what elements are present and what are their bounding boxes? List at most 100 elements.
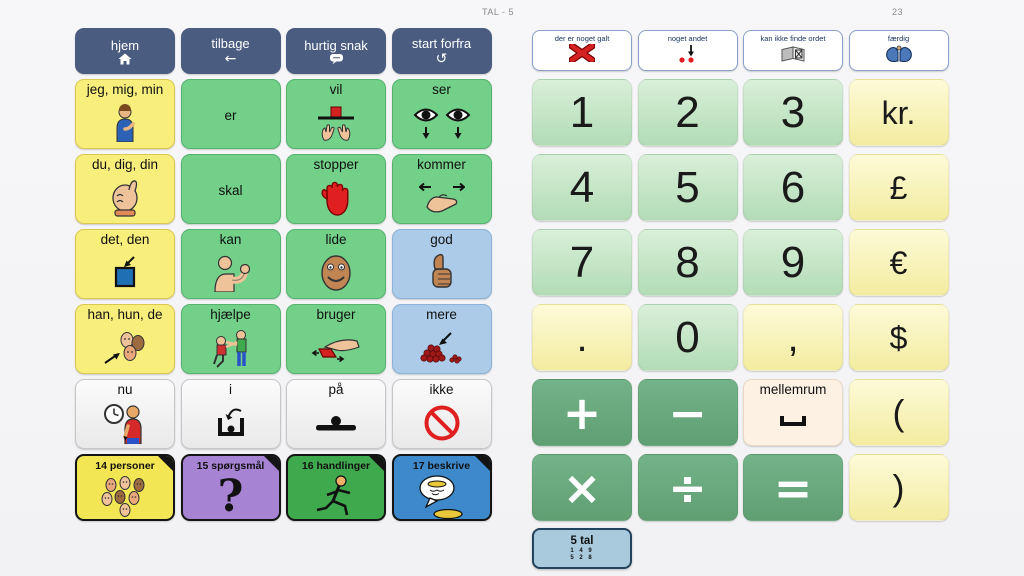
word-label: god [430, 232, 453, 247]
key-label: ) [892, 466, 905, 508]
key-label: 8 [675, 237, 700, 287]
word-label: det, den [100, 232, 150, 247]
noget-galt-button[interactable]: der er noget galt [532, 30, 632, 71]
square-arrow-icon [76, 247, 174, 298]
key-multiply[interactable]: × [532, 454, 632, 521]
word-stopper[interactable]: stopper [286, 154, 386, 224]
word-han-hun-de[interactable]: han, hun, de [75, 304, 175, 374]
quick-label: der er noget galt [554, 34, 610, 43]
finde-ordet-button[interactable]: kan ikke finde ordet [743, 30, 843, 71]
key-8[interactable]: 8 [637, 229, 738, 296]
key-5[interactable]: 5 [637, 154, 738, 221]
speech-bubble-icon [329, 53, 344, 65]
key-label: . [576, 315, 588, 360]
key-dollar[interactable]: $ [848, 304, 949, 371]
back-arrow-icon: ← [224, 50, 237, 67]
word-skal[interactable]: skal [180, 154, 281, 224]
equals-icon: = [773, 460, 813, 515]
key-7[interactable]: 7 [532, 229, 632, 296]
dots-arrow-icon [676, 44, 700, 64]
hurtig-snak-label: hurtig snak [304, 37, 368, 53]
key-label: 0 [675, 312, 700, 362]
key-4[interactable]: 4 [532, 154, 632, 221]
word-det-den[interactable]: det, den [75, 229, 175, 299]
folder-personer[interactable]: 14 personer [75, 454, 175, 521]
word-ikke[interactable]: ikke [391, 379, 492, 449]
five-tal-label: 5 tal [570, 535, 594, 547]
word-du-dig-din[interactable]: du, dig, din [75, 154, 175, 224]
key-paren-open[interactable]: ( [848, 379, 949, 446]
key-plus[interactable]: + [532, 379, 632, 446]
word-ser[interactable]: ser [391, 79, 492, 149]
helping-people-icon [182, 322, 280, 373]
word-label: på [328, 382, 344, 397]
number-pad: der er noget galt noget andet kan ikke f… [532, 30, 949, 521]
key-euro[interactable]: € [848, 229, 949, 296]
word-er[interactable]: er [180, 79, 281, 149]
word-vil[interactable]: vil [286, 79, 386, 149]
communication-grid: hjem tilbage ← hurtig snak start forfra … [75, 28, 492, 521]
key-3[interactable]: 3 [743, 79, 843, 146]
plus-icon: + [562, 385, 602, 440]
word-bruger[interactable]: bruger [286, 304, 386, 374]
folder-label: 17 beskrive [412, 460, 471, 472]
key-label: mellemrum [759, 382, 827, 397]
eyes-icon [393, 97, 491, 148]
word-hjaelpe[interactable]: hjælpe [180, 304, 281, 374]
running-figure-icon [288, 474, 384, 519]
noget-andet-button[interactable]: noget andet [637, 30, 738, 71]
folder-spoergsmaal[interactable]: 15 spørgsmål ? [180, 454, 281, 521]
key-decimal[interactable]: . [532, 304, 632, 371]
key-equals[interactable]: = [743, 454, 843, 521]
hurtig-snak-button[interactable]: hurtig snak [286, 28, 386, 74]
key-0[interactable]: 0 [637, 304, 738, 371]
tilbage-button[interactable]: tilbage ← [180, 28, 281, 74]
key-mellemrum[interactable]: mellemrum [743, 379, 843, 446]
quick-label: færdig [887, 34, 910, 43]
key-kroner[interactable]: kr. [848, 79, 949, 146]
word-paa[interactable]: på [286, 379, 386, 449]
word-label: ikke [429, 382, 454, 397]
stop-hand-icon [287, 172, 385, 223]
quick-label: noget andet [667, 34, 708, 43]
key-6[interactable]: 6 [743, 154, 843, 221]
word-label: hjælpe [210, 307, 251, 322]
key-9[interactable]: 9 [743, 229, 843, 296]
start-forfra-button[interactable]: start forfra ↺ [391, 28, 492, 74]
key-comma[interactable]: , [743, 304, 843, 371]
faerdig-button[interactable]: færdig [848, 30, 949, 71]
word-kommer[interactable]: kommer [391, 154, 492, 224]
key-1[interactable]: 1 [532, 79, 632, 146]
word-i[interactable]: i [180, 379, 281, 449]
key-label: , [787, 315, 799, 360]
key-label: 5 [675, 162, 700, 212]
folder-handlinger[interactable]: 16 handlinger [286, 454, 386, 521]
word-jeg-mig-min[interactable]: jeg, mig, min [75, 79, 175, 149]
five-tal-button[interactable]: 5 tal 1 4 9 5 2 8 [532, 528, 632, 569]
key-pound[interactable]: £ [848, 154, 949, 221]
word-kan[interactable]: kan [180, 229, 281, 299]
using-hand-icon [287, 322, 385, 373]
board-title: TAL - 5 [482, 7, 515, 17]
key-2[interactable]: 2 [637, 79, 738, 146]
word-label: mere [426, 307, 457, 322]
word-lide[interactable]: lide [286, 229, 386, 299]
three-people-icon [76, 322, 174, 373]
key-divide[interactable]: ÷ [637, 454, 738, 521]
restart-icon: ↺ [435, 50, 448, 67]
clock-person-icon [76, 397, 174, 448]
word-god[interactable]: god [391, 229, 492, 299]
hjem-label: hjem [110, 37, 140, 53]
folder-beskrive[interactable]: 17 beskrive [391, 454, 492, 521]
folder-corner-fold [158, 456, 173, 471]
people-group-icon [77, 474, 173, 519]
key-label: 6 [780, 162, 806, 212]
word-nu[interactable]: nu [75, 379, 175, 449]
more-piles-icon [393, 322, 491, 373]
key-paren-close[interactable]: ) [848, 454, 949, 521]
tilbage-label: tilbage [211, 35, 250, 51]
key-label: 9 [780, 237, 806, 287]
key-minus[interactable]: − [637, 379, 738, 446]
word-mere[interactable]: mere [391, 304, 492, 374]
hjem-button[interactable]: hjem [75, 28, 175, 74]
